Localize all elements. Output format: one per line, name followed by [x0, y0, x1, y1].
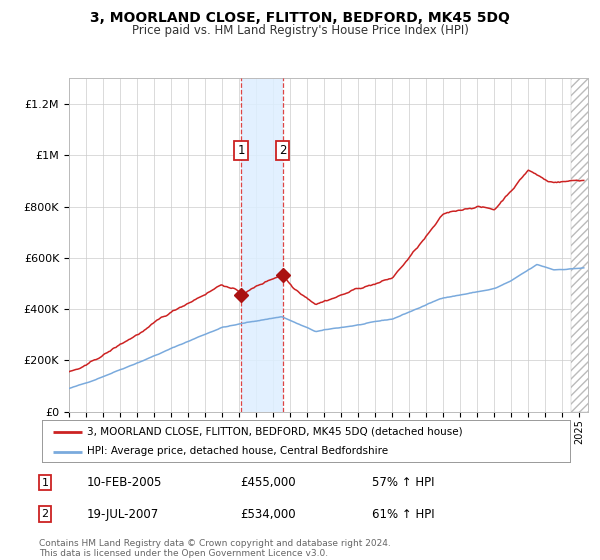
- Text: Price paid vs. HM Land Registry's House Price Index (HPI): Price paid vs. HM Land Registry's House …: [131, 24, 469, 36]
- Text: 10-FEB-2005: 10-FEB-2005: [87, 476, 163, 489]
- Text: £534,000: £534,000: [240, 507, 296, 521]
- Text: 3, MOORLAND CLOSE, FLITTON, BEDFORD, MK45 5DQ: 3, MOORLAND CLOSE, FLITTON, BEDFORD, MK4…: [90, 11, 510, 25]
- Text: HPI: Average price, detached house, Central Bedfordshire: HPI: Average price, detached house, Cent…: [87, 446, 388, 456]
- Bar: [571, 78, 600, 412]
- Bar: [241, 78, 283, 412]
- Text: 61% ↑ HPI: 61% ↑ HPI: [372, 507, 434, 521]
- Text: Contains HM Land Registry data © Crown copyright and database right 2024.
This d: Contains HM Land Registry data © Crown c…: [39, 539, 391, 558]
- Text: 19-JUL-2007: 19-JUL-2007: [87, 507, 159, 521]
- Text: 2: 2: [279, 144, 286, 157]
- Text: 3, MOORLAND CLOSE, FLITTON, BEDFORD, MK45 5DQ (detached house): 3, MOORLAND CLOSE, FLITTON, BEDFORD, MK4…: [87, 427, 463, 437]
- Text: 57% ↑ HPI: 57% ↑ HPI: [372, 476, 434, 489]
- Text: 2: 2: [41, 509, 49, 519]
- Text: 1: 1: [237, 144, 245, 157]
- Text: 1: 1: [41, 478, 49, 488]
- Text: £455,000: £455,000: [240, 476, 296, 489]
